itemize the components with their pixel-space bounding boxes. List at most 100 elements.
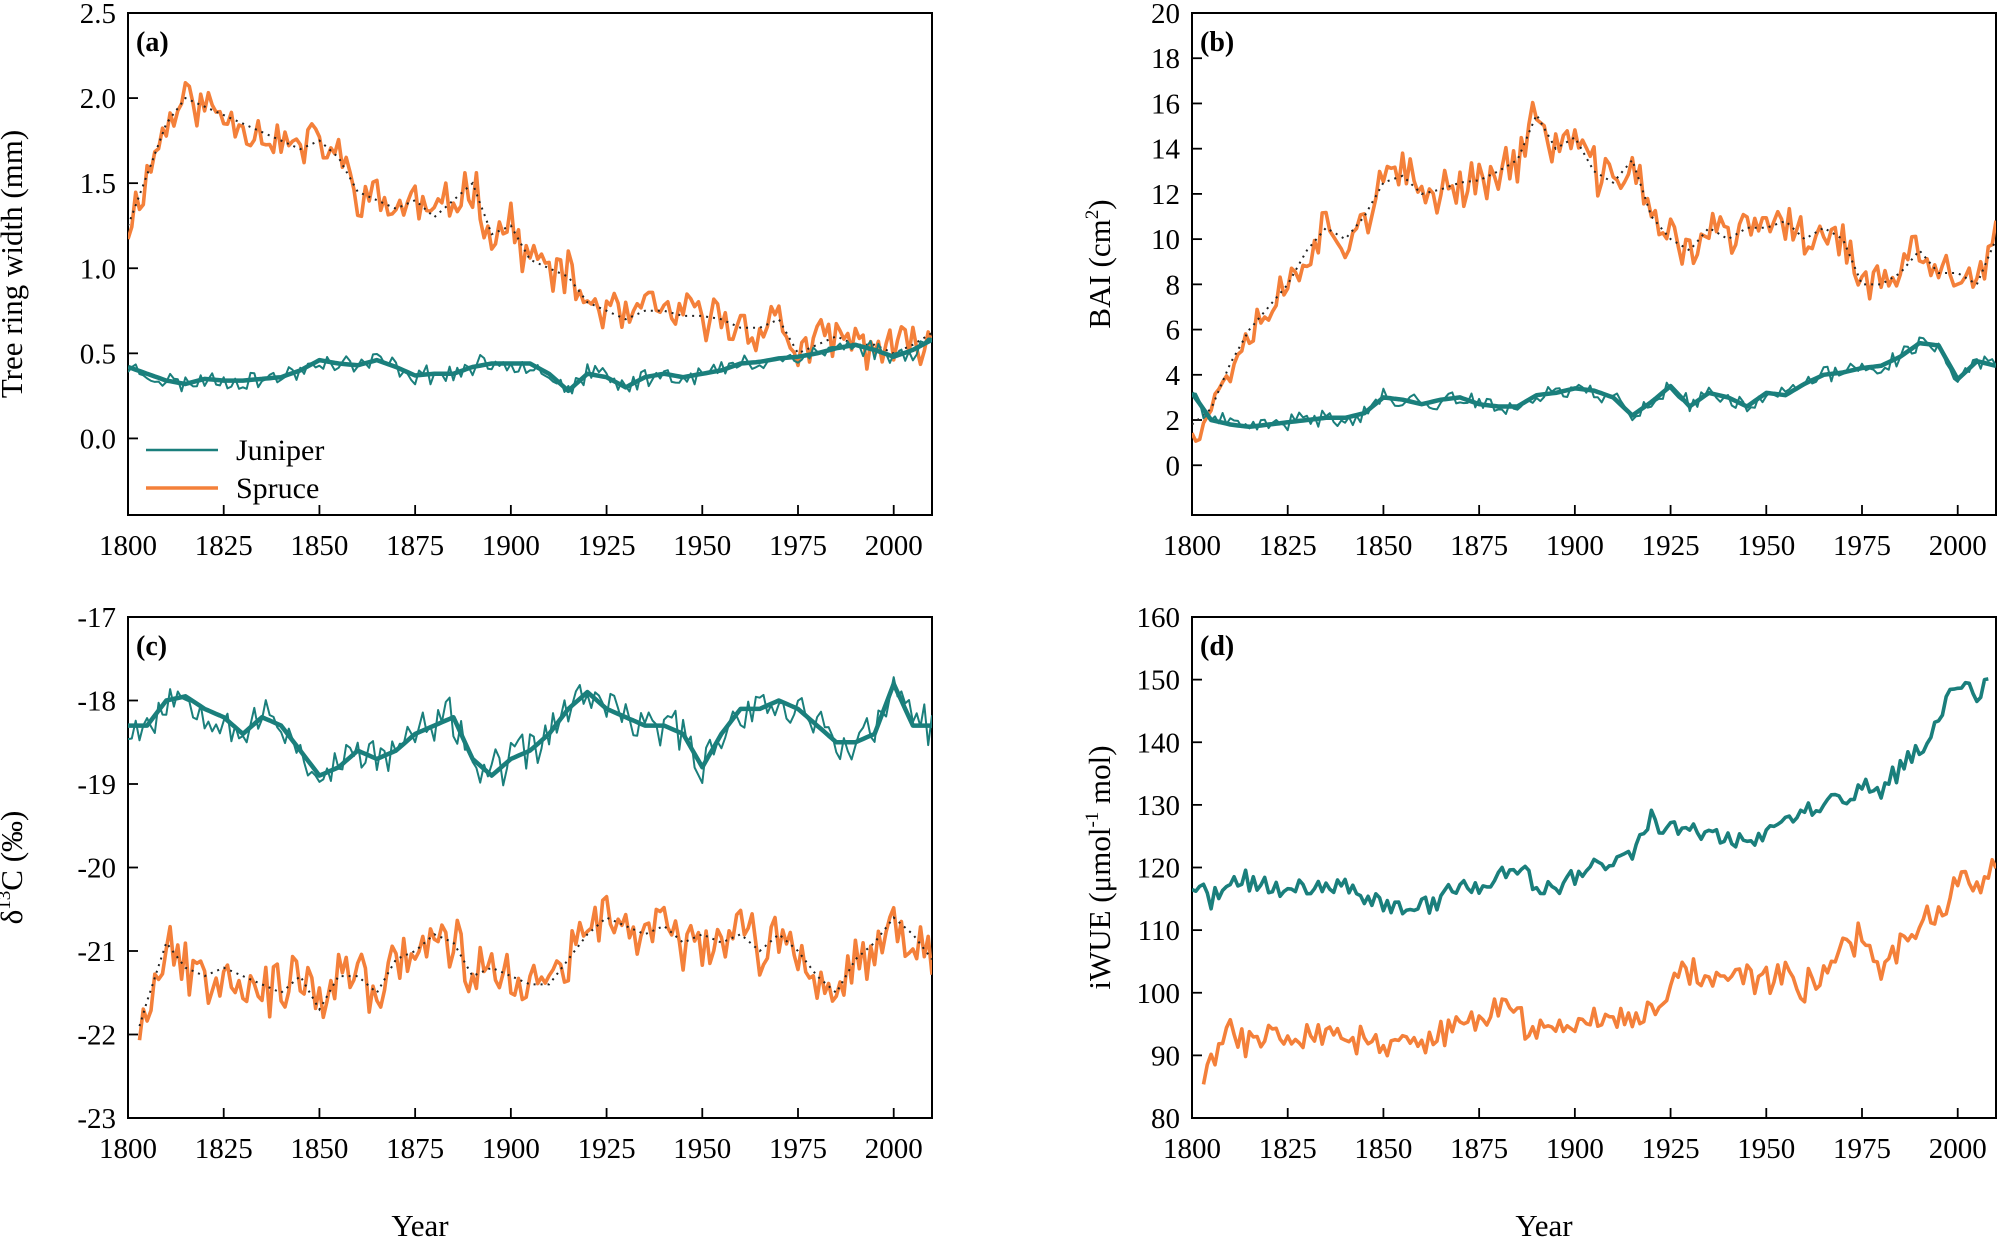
- x-tick-label: 1800: [1163, 530, 1221, 562]
- x-tick-label: 1850: [1354, 530, 1412, 562]
- trend-dotted-spruce: [128, 96, 932, 355]
- panel-a: 1800 1825 1850 1875 1900 1925 1950 1975 2000 0.0 0…: [0, 0, 933, 562]
- x-tick-label: 1925: [1642, 530, 1700, 562]
- y-tick-label: -22: [77, 1020, 116, 1052]
- x-tick-label: 1950: [673, 530, 731, 562]
- y-tick-label: 120: [1137, 853, 1181, 885]
- y-tick-label: 90: [1151, 1040, 1180, 1072]
- x-tick-label: 1800: [99, 530, 157, 562]
- y-tick-label: 140: [1137, 727, 1181, 759]
- trend-line-juniper: [128, 681, 932, 778]
- series-group: [1192, 677, 1996, 1085]
- y-tick-label: 2.0: [80, 83, 116, 115]
- y-tick-label: 18: [1151, 43, 1180, 75]
- trend-line-juniper: [1192, 340, 1996, 430]
- x-tick-label: 1850: [290, 1133, 348, 1165]
- y-tick-label: 110: [1138, 915, 1180, 947]
- x-tick-label: 1950: [673, 1133, 731, 1165]
- legend-label-juniper: Juniper: [236, 434, 324, 467]
- y-tick-label: -19: [77, 769, 116, 801]
- y-tick-label: 0.5: [80, 338, 116, 370]
- y-tick-label: 2: [1166, 405, 1181, 437]
- y-tick-label: 20: [1151, 0, 1180, 30]
- series-line-spruce: [128, 81, 932, 371]
- x-axis-title: Year: [391, 1208, 449, 1242]
- x-tick-label: 1975: [769, 530, 827, 562]
- y-tick-label: 4: [1166, 360, 1181, 392]
- series-line-spruce: [1192, 100, 1996, 443]
- x-tick-label: 1825: [195, 530, 253, 562]
- x-tick-label: 1900: [482, 530, 540, 562]
- y-axis-title-main: BAI (cm: [1082, 219, 1117, 328]
- series-line-spruce: [1201, 857, 1996, 1085]
- panel-d: 1800 1825 1850 1875 1900 1925 1950 1975 2000 80 90…: [1082, 602, 1997, 1242]
- panel-b: 1800 1825 1850 1875 1900 1925 1950 1975 2000 0 2 4 6…: [1082, 0, 1997, 562]
- y-tick-label: 16: [1151, 88, 1180, 120]
- series-group: [128, 81, 932, 395]
- y-tick-label: -17: [77, 602, 116, 634]
- legend: Juniper Spruce: [146, 434, 324, 505]
- y-tick-label: 0.0: [80, 423, 116, 455]
- x-tick-label: 1925: [1642, 1133, 1700, 1165]
- y-tick-label: 1.5: [80, 168, 116, 200]
- x-axis-title: Year: [1515, 1208, 1573, 1242]
- plot-frame: [1191, 616, 1997, 1119]
- y-tick-label: 14: [1151, 134, 1181, 166]
- series-line-juniper: [1192, 336, 1996, 432]
- y-axis-title: Tree ring width (mm): [0, 130, 29, 398]
- series-line-spruce: [137, 894, 932, 1041]
- y-tick-label: 1.0: [80, 253, 116, 285]
- y-axis-title-end: mol): [1082, 745, 1117, 811]
- plot-frame: [127, 616, 933, 1119]
- panel-label: (d): [1200, 631, 1234, 662]
- x-tick-label: 1850: [1354, 1133, 1412, 1165]
- x-tick-label: 1900: [482, 1133, 540, 1165]
- x-tick-label: 1950: [1737, 1133, 1795, 1165]
- x-tick-label: 1925: [578, 1133, 636, 1165]
- x-tick-label: 1950: [1737, 530, 1795, 562]
- y-tick-label: 0: [1166, 450, 1181, 482]
- y-tick-label: 150: [1137, 665, 1181, 697]
- y-tick-label: 80: [1151, 1103, 1180, 1135]
- y-axis-title: BAI (cm2): [1082, 199, 1117, 328]
- x-tick-label: 1875: [1450, 530, 1508, 562]
- series-group: [1192, 100, 1996, 443]
- y-axis-title-sup: 13: [0, 891, 15, 910]
- x-tick-label: 1875: [386, 1133, 444, 1165]
- y-axis-title-end: ): [1082, 199, 1117, 209]
- y-axis-title: iWUE (μmol-1 mol): [1082, 745, 1117, 989]
- y-tick-label: 6: [1166, 315, 1181, 347]
- x-tick-label: 1900: [1546, 1133, 1604, 1165]
- y-axis-title: δ13C (‰): [0, 811, 29, 925]
- legend-label-spruce: Spruce: [236, 472, 319, 505]
- x-tick-label: 1825: [195, 1133, 253, 1165]
- y-tick-label: 160: [1137, 602, 1181, 634]
- x-tick-label: 2000: [1929, 1133, 1987, 1165]
- x-tick-label: 1975: [1833, 530, 1891, 562]
- x-tick-label: 2000: [865, 530, 923, 562]
- x-tick-label: 1900: [1546, 530, 1604, 562]
- panel-label: (b): [1200, 27, 1234, 58]
- y-tick-label: -23: [77, 1103, 116, 1135]
- y-axis-title-main: δ: [0, 910, 29, 925]
- plot-frame: [1191, 12, 1997, 516]
- x-tick-label: 1925: [578, 530, 636, 562]
- x-tick-label: 1875: [386, 530, 444, 562]
- y-tick-label: 12: [1151, 179, 1180, 211]
- y-axis-title-end: C (‰): [0, 811, 29, 891]
- y-tick-label: -21: [77, 936, 116, 968]
- x-tick-label: 2000: [1929, 530, 1987, 562]
- y-tick-label: 2.5: [80, 0, 116, 30]
- x-tick-label: 1825: [1259, 530, 1317, 562]
- x-tick-label: 1875: [1450, 1133, 1508, 1165]
- x-tick-label: 1800: [1163, 1133, 1221, 1165]
- y-tick-label: 100: [1137, 978, 1181, 1010]
- panel-label: (c): [136, 631, 167, 662]
- y-tick-label: -18: [77, 686, 116, 718]
- y-axis-title-sup: -1: [1082, 812, 1103, 828]
- y-tick-label: 130: [1137, 790, 1181, 822]
- trend-line-juniper: [128, 337, 932, 394]
- panel-label: (a): [136, 27, 169, 58]
- y-tick-label: 10: [1151, 224, 1180, 256]
